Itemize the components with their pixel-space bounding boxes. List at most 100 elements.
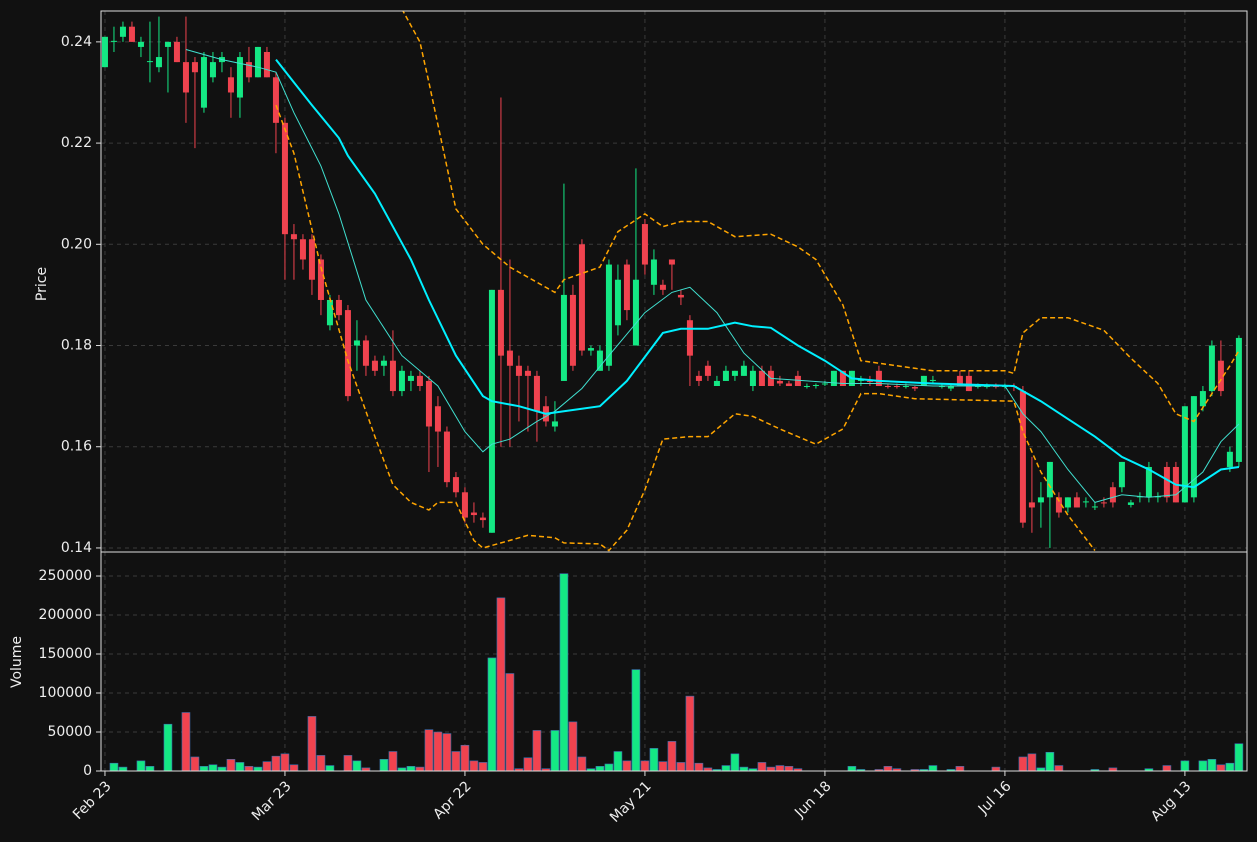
- candle-body: [155, 57, 162, 68]
- candle-body: [632, 279, 639, 346]
- candle-body: [398, 370, 405, 392]
- candle-body: [911, 387, 918, 389]
- candle-body: [803, 386, 810, 388]
- volume-bar: [649, 748, 659, 772]
- volume-bar: [991, 766, 1001, 772]
- volume-bar: [1207, 759, 1217, 772]
- candle-body: [191, 62, 198, 73]
- volume-bar: [163, 723, 173, 772]
- candle-body: [533, 375, 540, 412]
- volume-bar: [262, 761, 272, 772]
- candle-body: [182, 62, 189, 93]
- volume-bar: [568, 721, 578, 772]
- candle-body: [209, 62, 216, 78]
- candle-body: [992, 386, 999, 388]
- volume-bar: [271, 755, 281, 772]
- x-tick-label: Mar 23: [249, 778, 295, 824]
- candle-body: [695, 375, 702, 381]
- candle-body: [488, 289, 495, 533]
- candle-body: [1145, 466, 1152, 498]
- volume-frame: [100, 551, 1248, 772]
- candle-body: [353, 340, 360, 346]
- candle-body: [263, 51, 270, 78]
- volume-bar: [1054, 765, 1064, 772]
- volume-bar: [451, 751, 461, 772]
- volume-bar: [559, 573, 569, 772]
- candle-body: [947, 386, 954, 389]
- candle-body: [371, 360, 378, 371]
- volume-bar: [883, 766, 893, 772]
- candle-body: [713, 380, 720, 387]
- candle-body: [1055, 497, 1062, 513]
- candle-body: [515, 365, 522, 376]
- volume-bar: [343, 755, 353, 772]
- y-tick-label: 0.14: [61, 540, 92, 556]
- candle-body: [173, 41, 180, 63]
- candle-body: [938, 386, 945, 388]
- candle-body: [326, 299, 333, 326]
- volume-bar: [658, 761, 668, 772]
- candle-body: [1235, 337, 1242, 462]
- volume-bar: [199, 766, 209, 772]
- candle-body: [668, 259, 675, 265]
- candle-body: [884, 386, 891, 388]
- volume-bar: [1018, 756, 1028, 772]
- volume-bar: [739, 766, 749, 772]
- candle-body: [200, 57, 207, 108]
- volume-bar: [109, 762, 119, 772]
- candle-body: [299, 239, 306, 260]
- candle-body: [569, 294, 576, 366]
- candle-body: [272, 77, 279, 123]
- candle-body: [308, 239, 315, 280]
- y-axis-label: Volume: [9, 636, 25, 688]
- volume-bar: [676, 762, 686, 772]
- candle-body: [686, 320, 693, 356]
- volume-bar: [523, 757, 533, 772]
- candle-body: [128, 26, 135, 42]
- y-tick-label: 0.16: [61, 439, 92, 455]
- candle-body: [929, 379, 936, 381]
- candle-body: [1127, 502, 1134, 505]
- volume-bar: [433, 731, 443, 772]
- candle-body: [443, 431, 450, 483]
- candle-body: [578, 244, 585, 351]
- x-tick-label: Jun 18: [791, 778, 834, 821]
- candle-body: [875, 370, 882, 387]
- candle-body: [983, 386, 990, 388]
- candle-body: [920, 375, 927, 387]
- volume-bar: [730, 753, 740, 772]
- volume-bar: [1180, 760, 1190, 772]
- volume-bar: [1045, 751, 1055, 772]
- volume-bar: [118, 766, 128, 772]
- candle-body: [1226, 451, 1233, 467]
- candle-body: [623, 264, 630, 311]
- candle-body: [119, 26, 126, 37]
- candle-body: [1028, 502, 1035, 508]
- candle-body: [290, 234, 297, 240]
- candle-body: [704, 365, 711, 376]
- candle-body: [776, 380, 783, 384]
- candle-body: [857, 379, 864, 381]
- volume-bar: [289, 764, 299, 772]
- candle-body: [866, 380, 873, 382]
- volume-bar: [226, 759, 236, 772]
- volume-bar: [442, 733, 452, 772]
- candle-body: [1109, 487, 1116, 503]
- candle-body: [506, 350, 513, 366]
- volume-bar: [415, 766, 425, 772]
- candle-body: [956, 375, 963, 387]
- candle-body: [236, 57, 243, 98]
- candle-body: [731, 370, 738, 376]
- candle-body: [821, 383, 828, 385]
- volume-bar: [235, 762, 245, 772]
- y-tick-label: 100000: [39, 685, 92, 701]
- volume-bar: [667, 741, 677, 772]
- x-tick-label: Aug 13: [1148, 778, 1194, 824]
- candle-body: [1199, 391, 1206, 407]
- volume-bar: [1162, 765, 1172, 772]
- volume-bar: [847, 766, 857, 772]
- volume-bar: [379, 759, 389, 772]
- candle-body: [479, 517, 486, 521]
- volume-bar: [622, 760, 632, 772]
- candle-body: [650, 259, 657, 285]
